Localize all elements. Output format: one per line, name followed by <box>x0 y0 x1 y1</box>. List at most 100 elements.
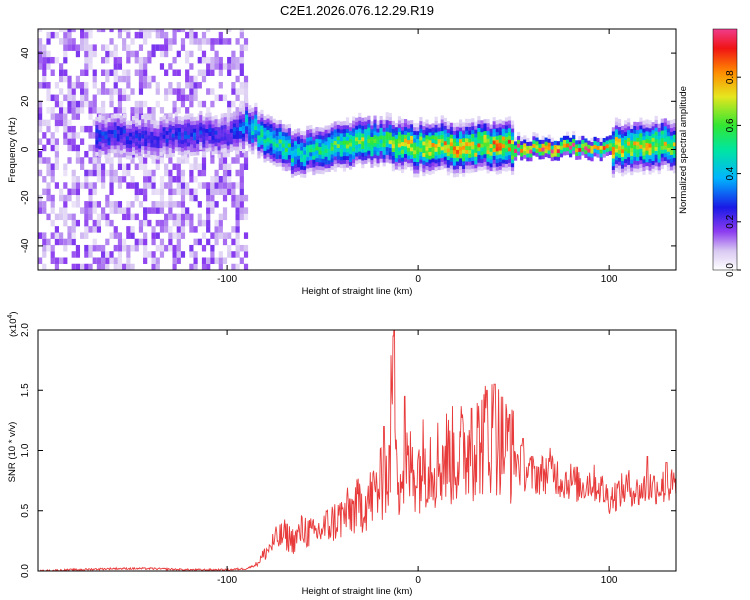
spectrogram-cell <box>300 157 304 163</box>
spectrogram-cell <box>342 148 347 153</box>
spectrogram-cell <box>251 146 255 151</box>
spectrogram-cell <box>348 130 353 135</box>
spectrogram-cell <box>54 263 60 270</box>
spectrogram-cell <box>180 147 185 152</box>
spectrogram-cell <box>507 127 512 133</box>
spectrogram-cell <box>413 157 417 162</box>
spectrogram-cell <box>431 150 435 155</box>
spectrogram-cell <box>162 130 166 135</box>
spectrogram-cell <box>321 139 325 144</box>
spectrogram-cell <box>651 152 655 158</box>
spectrogram-cell <box>116 121 120 127</box>
spectrogram-cell <box>122 38 127 45</box>
spectrogram-cell <box>248 108 252 113</box>
spectrogram-cell <box>312 128 316 133</box>
spectrogram-cell <box>614 144 619 149</box>
spectrogram-cell <box>168 188 173 196</box>
spectrogram-cell <box>180 120 185 125</box>
spectrogram-cell <box>117 176 123 183</box>
spectrogram-cell <box>449 145 454 151</box>
spectrogram-cell <box>266 125 270 131</box>
spectrogram-cell <box>201 38 207 45</box>
spectrogram-cell <box>633 133 637 138</box>
spectrogram-cell <box>425 131 429 136</box>
spectrogram-cell <box>642 151 646 156</box>
spectrogram-cell <box>468 145 472 151</box>
spectrogram-cell <box>138 63 144 70</box>
spectrogram-cell <box>657 127 661 132</box>
spectrogram-cell <box>462 122 466 127</box>
spectrogram-cell <box>666 132 671 137</box>
spectrogram-cell <box>180 100 186 108</box>
spectrogram-cell <box>440 146 444 151</box>
spectrogram-cell <box>352 147 356 152</box>
spectrogram-cell <box>468 126 472 131</box>
spectrogram-cell <box>269 158 273 163</box>
spectrogram-cell <box>217 130 221 135</box>
spectrogram-cell <box>480 151 484 156</box>
spectrogram-cell <box>88 100 93 108</box>
spectrogram-cell <box>410 150 414 156</box>
spectrogram-cell <box>672 145 676 151</box>
spectrogram-cell <box>210 44 215 51</box>
spectrogram-cell <box>71 226 76 233</box>
spectrogram-cell <box>425 165 429 170</box>
spectrogram-cell <box>67 82 72 89</box>
spectrogram-cell <box>63 50 68 58</box>
spectrogram-cell <box>624 158 628 163</box>
spectrogram-cell <box>67 31 72 39</box>
spectrogram-cell <box>620 164 625 169</box>
spectrogram-cell <box>231 63 236 70</box>
spectrogram-cell <box>663 137 667 142</box>
spectrogram-cell <box>138 155 142 160</box>
spectrogram-cell <box>229 143 233 149</box>
spectrogram-cell <box>168 176 173 183</box>
spectrogram-cell <box>550 156 554 162</box>
spectrogram-cell <box>495 151 499 156</box>
spectrogram-cell <box>232 123 237 128</box>
spectrogram-cell <box>162 150 166 155</box>
spectrogram-cell <box>370 152 374 157</box>
spectrogram-cell <box>138 107 144 114</box>
spectrogram-cell <box>437 165 441 171</box>
spectrogram-cell <box>370 128 374 134</box>
spectrogram-cell <box>397 123 402 129</box>
spectrogram-cell <box>235 111 240 116</box>
spectrogram-cell <box>95 143 99 149</box>
spectrogram-cell <box>151 50 156 58</box>
spectrogram-cell <box>109 157 114 164</box>
spectrogram-cell <box>630 128 634 133</box>
spectrogram-cell <box>239 29 244 33</box>
spectrogram-cell <box>196 147 200 152</box>
spectrogram-cell <box>474 125 478 130</box>
spectrogram-cell <box>220 148 224 153</box>
spectrogram-cell <box>71 188 76 196</box>
spectrogram-cell <box>483 134 487 139</box>
spectrogram-cell <box>168 244 173 252</box>
spectrogram-cell <box>358 128 362 133</box>
spectrogram-cell <box>227 100 232 108</box>
spectrogram-cell <box>159 31 165 39</box>
spectrogram-cell <box>544 149 548 154</box>
spectrogram-x-axis-label: Height of straight line (km) <box>302 286 413 297</box>
spectrogram-cell <box>553 148 557 153</box>
spectrogram-cell <box>104 134 108 140</box>
spectrogram-cell <box>556 148 561 154</box>
spectrogram-cell <box>474 144 478 149</box>
spectrogram-cell <box>382 146 386 151</box>
spectrogram-cell <box>254 145 258 150</box>
spectrogram-cell <box>327 136 331 142</box>
spectrogram-cell <box>403 153 408 158</box>
spectrogram-cell <box>403 165 408 170</box>
spectrogram-cell <box>593 148 597 153</box>
spectrogram-cell <box>468 153 472 158</box>
spectrogram-cell <box>172 263 177 270</box>
spectrogram-cell <box>443 125 447 130</box>
spectrogram-cell <box>547 150 551 155</box>
spectrogram-cell <box>214 126 218 131</box>
spectrogram-cell <box>159 29 165 33</box>
spectrogram-cell <box>483 138 487 143</box>
spectrogram-cell <box>92 119 97 127</box>
spectrogram-cell <box>229 136 233 141</box>
spectrogram-cell <box>135 134 139 139</box>
